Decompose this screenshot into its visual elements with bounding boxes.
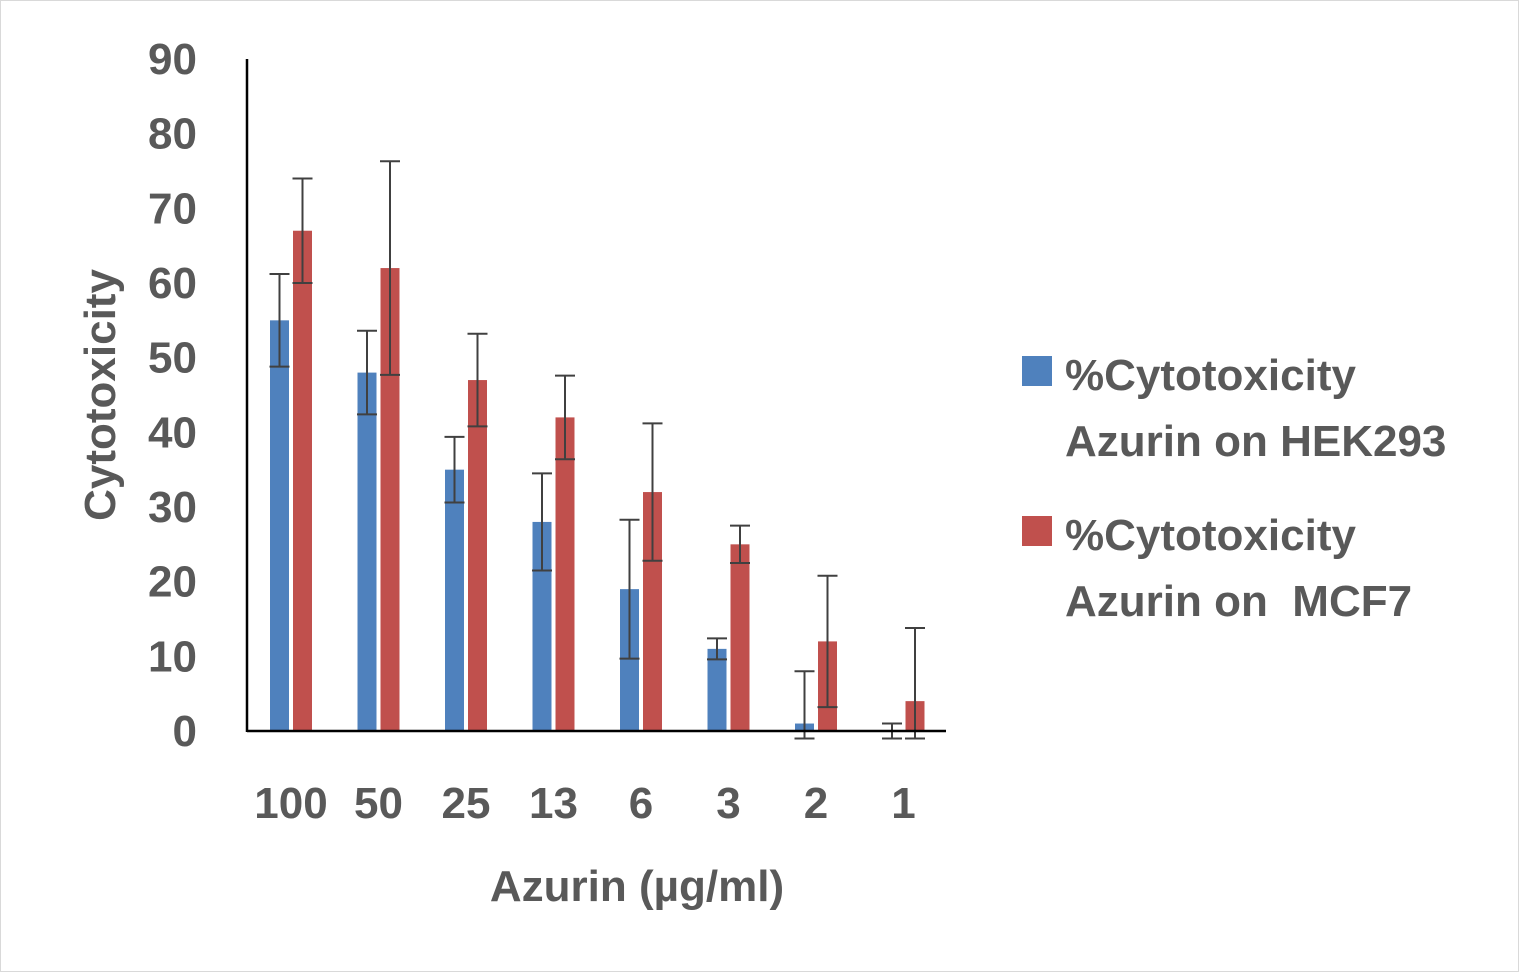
y-tick-80: 80: [148, 110, 197, 159]
x-tick-25: 25: [442, 779, 491, 828]
legend-label-line: %Cytotoxicity: [1065, 511, 1356, 560]
error-bar-2-100: [292, 177, 313, 284]
bar-1-6: [620, 589, 639, 731]
legend-item-2: %Cytotoxicity Azurin on MCF7: [1022, 511, 1412, 626]
x-tick-100: 100: [254, 779, 327, 828]
bar-1-100: [270, 320, 289, 731]
error-bar-1-3: [707, 637, 727, 661]
error-bars-group: [269, 160, 925, 740]
legend-item-1: %Cytotoxicity Azurin on HEK293: [1022, 351, 1446, 466]
y-tick-60: 60: [148, 259, 197, 308]
bar-2-6: [643, 492, 662, 731]
bars-group: [270, 230, 925, 731]
y-tick-40: 40: [148, 408, 197, 457]
error-bar-2-3: [730, 524, 750, 564]
error-bar-1-25: [444, 435, 465, 504]
y-tick-30: 30: [148, 483, 197, 532]
error-bar-2-2: [817, 574, 838, 709]
x-tick-6: 6: [629, 779, 653, 828]
error-bar-1-13: [532, 472, 552, 572]
y-tick-labels: 0 10 20 30 40 50 60 70 80 90: [148, 35, 197, 756]
x-tick-labels: 100 50 25 13 6 3 2 1: [254, 779, 915, 828]
bar-1-50: [357, 372, 377, 731]
bar-1-3: [707, 648, 727, 731]
bar-2-100: [293, 230, 312, 731]
error-bar-1-50: [357, 329, 377, 416]
bar-2-3: [730, 544, 750, 731]
legend-label-line: Azurin on MCF7: [1065, 577, 1412, 626]
error-bar-1-6: [619, 518, 640, 660]
y-axis-title: Cytotoxicity: [76, 269, 125, 521]
x-tick-1: 1: [891, 779, 915, 828]
error-bar-2-1: [905, 626, 925, 740]
x-tick-3: 3: [716, 779, 740, 828]
axes-group: [245, 59, 946, 733]
error-bar-1-2: [794, 670, 815, 740]
bar-2-50: [380, 268, 400, 731]
bar-2-13: [555, 417, 575, 731]
x-tick-13: 13: [529, 779, 578, 828]
y-tick-70: 70: [148, 184, 197, 233]
y-tick-0: 0: [173, 707, 197, 756]
bar-1-25: [445, 469, 464, 731]
error-bar-2-6: [642, 422, 663, 562]
error-bar-2-13: [555, 374, 575, 461]
error-bar-2-25: [467, 332, 488, 428]
legend-label-line: %Cytotoxicity: [1065, 351, 1356, 400]
y-tick-50: 50: [148, 334, 197, 383]
x-axis-title: Azurin (µg/ml): [490, 862, 784, 911]
legend-swatch: [1022, 356, 1052, 386]
y-tick-10: 10: [148, 632, 197, 681]
x-tick-50: 50: [354, 779, 403, 828]
legend-swatch: [1022, 516, 1052, 546]
y-tick-20: 20: [148, 558, 197, 607]
legend-label-line: Azurin on HEK293: [1065, 417, 1446, 466]
bar-2-25: [468, 380, 487, 731]
y-tick-90: 90: [148, 35, 197, 84]
x-tick-2: 2: [804, 779, 828, 828]
error-bar-1-100: [269, 273, 290, 368]
error-bar-2-50: [380, 160, 400, 376]
bar-1-13: [532, 521, 552, 731]
